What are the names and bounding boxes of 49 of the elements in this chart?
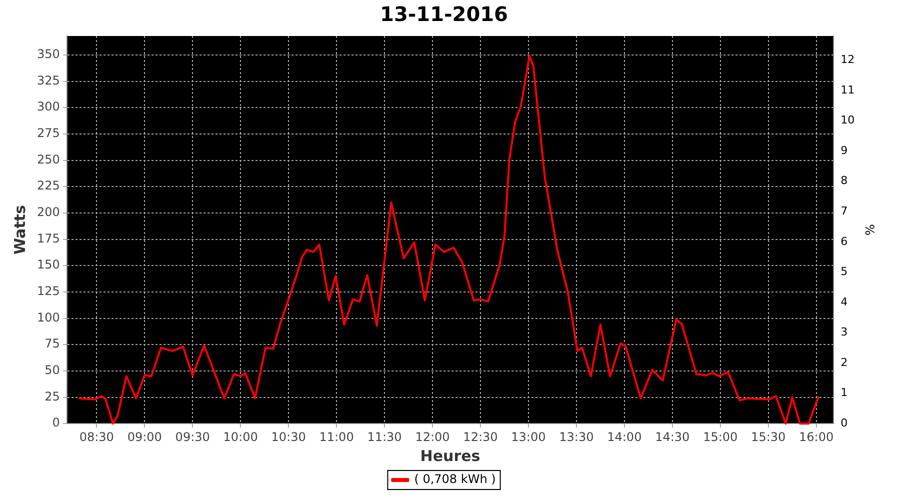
y-tick-label: 175 bbox=[37, 231, 60, 246]
y-tick-label: 350 bbox=[37, 47, 60, 62]
y-tick-label: 75 bbox=[44, 336, 60, 351]
x-tick-label: 13:00 bbox=[511, 430, 546, 444]
y-tick-label: 325 bbox=[37, 73, 60, 88]
x-tick-label: 12:30 bbox=[463, 430, 498, 444]
y-tick-label: 225 bbox=[37, 178, 60, 193]
legend-label: ( 0,708 kWh ) bbox=[414, 472, 496, 486]
x-tick-label: 12:00 bbox=[415, 430, 450, 444]
x-tick-label: 10:00 bbox=[223, 430, 258, 444]
y-tick-label: 50 bbox=[44, 363, 60, 378]
x-tick-label: 09:00 bbox=[127, 430, 162, 444]
y2-tick-label: 7 bbox=[840, 204, 848, 218]
x-tick-label: 11:00 bbox=[319, 430, 354, 444]
x-tick-label: 11:30 bbox=[367, 430, 402, 444]
y2-axis-title: % bbox=[862, 224, 877, 236]
chart-title: 13-11-2016 bbox=[380, 2, 508, 26]
y2-tick-label: 8 bbox=[840, 174, 848, 188]
y-tick-label: 125 bbox=[37, 284, 60, 298]
y-tick-label: 300 bbox=[37, 100, 60, 114]
y2-tick-label: 5 bbox=[840, 265, 848, 278]
x-tick-label: 14:00 bbox=[607, 430, 642, 444]
y2-tick-label: 1 bbox=[840, 386, 848, 400]
y2-tick-label: 4 bbox=[840, 295, 848, 308]
x-tick-label: 10:30 bbox=[271, 430, 306, 444]
y-tick-label: 250 bbox=[37, 152, 60, 166]
y2-tick-label: 12 bbox=[840, 53, 855, 66]
x-axis-title: Heures bbox=[420, 446, 480, 465]
y2-tick-label: 2 bbox=[840, 356, 848, 369]
y2-tick-label: 11 bbox=[840, 83, 855, 96]
y-tick-label: 150 bbox=[37, 258, 60, 272]
y2-tick-label: 3 bbox=[840, 326, 848, 339]
x-tick-label: 13:30 bbox=[559, 430, 594, 444]
y-tick-label: 25 bbox=[44, 389, 60, 404]
y2-tick-label: 6 bbox=[840, 234, 848, 248]
y2-tick-label: 0 bbox=[840, 416, 848, 430]
y2-tick-label: 10 bbox=[840, 114, 855, 127]
y-tick-label: 275 bbox=[37, 126, 60, 140]
x-tick-label: 15:00 bbox=[703, 430, 738, 444]
y-tick-label: 0 bbox=[52, 416, 60, 430]
y-tick-label: 200 bbox=[37, 205, 60, 220]
y-tick-label: 100 bbox=[37, 310, 60, 324]
x-tick-label: 16:00 bbox=[799, 430, 834, 444]
x-tick-label: 14:30 bbox=[655, 430, 690, 444]
y2-tick-label: 9 bbox=[840, 144, 848, 157]
x-tick-label: 08:30 bbox=[79, 430, 114, 444]
y-axis-title: Watts bbox=[10, 205, 29, 255]
x-tick-label: 15:30 bbox=[751, 430, 786, 444]
x-tick-label: 09:30 bbox=[175, 430, 210, 444]
